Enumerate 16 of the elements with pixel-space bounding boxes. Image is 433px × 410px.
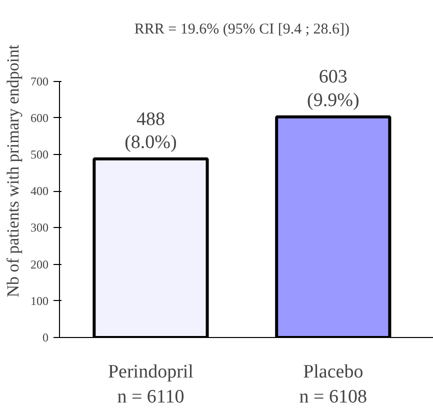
y-axis-title: Nb of patients with primary endpoint [4,44,22,298]
x-tick-label: Perindopril [108,362,194,382]
y-tick-label: 400 [30,184,48,198]
x-tick-label: Placebo [303,362,364,382]
y-tick-label: 700 [30,74,48,88]
data-label: 488 (8.0%) [124,108,177,153]
text: n = 6108 [299,386,368,408]
y-tick-label: 100 [30,294,48,308]
y-tick-label: 0 [42,330,48,344]
chart-title: RRR = 19.6% (95% CI [9.4 ; 28.6]) [134,21,350,38]
y-tick-label: 300 [30,220,48,235]
text: n = 6110 [117,386,184,408]
y-tick-label: 200 [30,257,48,272]
data-label: 603 (9.9%) [307,66,360,111]
y-tick-label: 600 [30,110,48,125]
y-tick-label: 500 [30,148,48,162]
